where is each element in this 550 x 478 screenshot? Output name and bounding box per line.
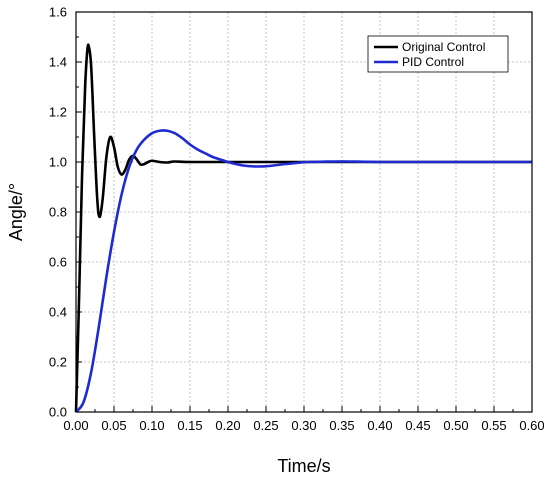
x-tick-label: 0.25 — [253, 418, 278, 433]
x-tick-label: 0.45 — [405, 418, 430, 433]
series-line-pid-control — [74, 129, 532, 413]
legend-label-original-control: Original Control — [402, 40, 485, 54]
x-tick-label: 0.55 — [481, 418, 506, 433]
x-tick-label: 0.30 — [291, 418, 316, 433]
y-tick-label: 0.6 — [49, 255, 67, 270]
grid-lines — [76, 12, 532, 412]
x-axis-title: Time/s — [277, 456, 330, 476]
x-tick-label: 0.20 — [215, 418, 240, 433]
series-line-original-control — [74, 43, 532, 413]
y-tick-label: 0.4 — [49, 305, 67, 320]
x-tick-label: 0.00 — [63, 418, 88, 433]
y-tick-label: 0.2 — [49, 355, 67, 370]
y-axis: 0.0 0.2 0.4 0.6 0.8 1.0 1.2 1.4 1.6 — [49, 5, 82, 420]
y-tick-label: 1.4 — [49, 55, 67, 70]
y-tick-label: 1.6 — [49, 5, 67, 20]
x-axis: 0.00 0.05 0.10 0.15 0.20 0.25 0.30 0.35 0.40 0.45… — [63, 406, 545, 433]
legend-label-pid-control: PID Control — [402, 55, 464, 69]
y-tick-label: 0.0 — [49, 405, 67, 420]
x-tick-label: 0.05 — [101, 418, 126, 433]
x-tick-label: 0.40 — [367, 418, 392, 433]
legend-box — [367, 35, 509, 73]
series-layer — [74, 43, 532, 413]
y-tick-label: 0.8 — [49, 205, 67, 220]
y-tick-label: 1.0 — [49, 155, 67, 170]
x-tick-label: 0.35 — [329, 418, 354, 433]
y-axis-title: Angle/° — [6, 183, 26, 241]
x-tick-label: 0.60 — [519, 418, 544, 433]
x-tick-label: 0.10 — [139, 418, 164, 433]
legend: Original Control PID Control — [367, 35, 509, 73]
x-tick-label: 0.50 — [443, 418, 468, 433]
y-tick-label: 1.2 — [49, 105, 67, 120]
x-tick-label: 0.15 — [177, 418, 202, 433]
